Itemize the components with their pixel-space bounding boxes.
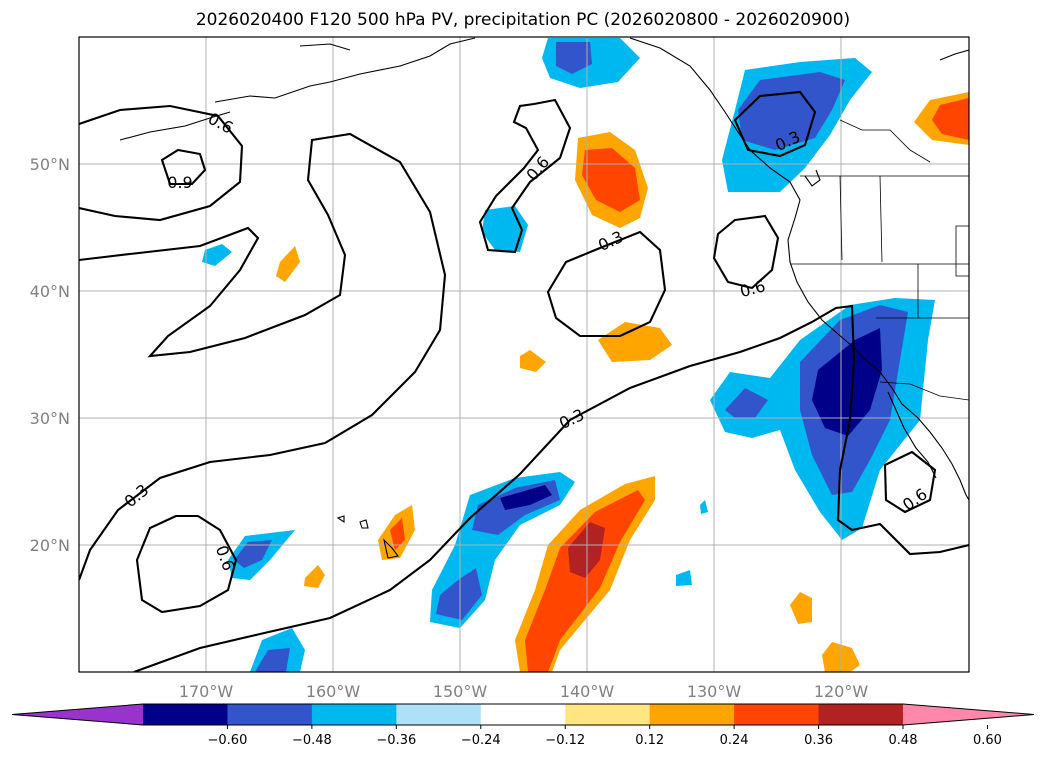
- colorbar-tick-label: −0.36: [376, 733, 416, 748]
- precip-pos-small3: [304, 565, 325, 588]
- colorbar-segment: [734, 704, 820, 725]
- precip-pos-central: [598, 322, 672, 362]
- colorbar-tick-label: 0.36: [804, 733, 833, 748]
- chart-title: 2026020400 F120 500 hPa PV, precipitatio…: [196, 10, 850, 30]
- precip-pos-small4: [790, 592, 812, 624]
- precip-pos-small1: [276, 246, 300, 282]
- graticule: [79, 37, 969, 672]
- precip-pos-canada-east-core: [932, 98, 969, 140]
- precip-neg-subtropic-band-core: [500, 485, 552, 510]
- colorbar-tick-label: −0.48: [292, 733, 332, 748]
- precip-pos-small2: [520, 350, 546, 372]
- x-tick-label: 140°W: [560, 682, 615, 701]
- colorbar-tick-label: −0.12: [545, 733, 585, 748]
- map-panel: 0.6 0.9 0.3 0.6 0.3 0.6 0.3 0.3 0.6 0.6: [78, 36, 970, 673]
- precip-neg-small5: [700, 500, 708, 514]
- colorbar-tick-label: 0.48: [889, 733, 918, 748]
- precip-shading: [202, 38, 969, 672]
- pv-contour-0.3-central: [546, 230, 667, 338]
- map-frame: [78, 36, 970, 673]
- precip-pos-hawaii-core: [390, 518, 405, 550]
- precip-pos-subtropic-band-red: [525, 490, 645, 672]
- colorbar-segment: [565, 704, 651, 725]
- precip-neg-small4: [676, 570, 692, 586]
- pv-contour-0.9: [160, 148, 207, 186]
- pv-contour-0.3-main: [133, 304, 969, 672]
- precip-neg-alaska-gulf-core: [556, 42, 592, 74]
- colorbar-outline: [11, 703, 1035, 726]
- pv-contour-0.6-ne: [712, 214, 780, 290]
- precip-neg-calif-core: [812, 328, 882, 436]
- precip-neg-calif-mid: [725, 388, 768, 418]
- colorbar-extend-max: [903, 704, 1034, 725]
- colorbar-segment: [396, 704, 482, 725]
- colorbar-segment: [311, 704, 397, 725]
- political-borders: [790, 119, 969, 401]
- precip-neg-small1: [202, 244, 232, 266]
- x-tick-label: 170°W: [179, 682, 234, 701]
- precip-neg-pnw-core: [738, 72, 845, 150]
- x-tick-label: 130°W: [687, 682, 742, 701]
- x-tick-label: 160°W: [306, 682, 361, 701]
- y-tick-label: 50°N: [30, 155, 70, 174]
- x-tick-label: 150°W: [433, 682, 488, 701]
- colorbar-tick-label: 0.60: [973, 733, 1002, 748]
- pv-contour-0.6-gulf: [478, 98, 572, 254]
- y-tick-label: 20°N: [30, 536, 70, 555]
- y-axis-labels: 20°N 30°N 40°N 50°N: [30, 155, 70, 555]
- precip-neg-subtropic-band-low: [436, 568, 482, 620]
- y-tick-label: 40°N: [30, 282, 70, 301]
- colorbar-segment: [143, 704, 228, 725]
- pv-contour-0.6-south: [135, 514, 238, 614]
- x-axis-labels: 170°W 160°W 150°W 140°W 130°W 120°W: [179, 682, 869, 701]
- pv-contours: [79, 90, 969, 672]
- x-tick-label: 120°W: [814, 682, 869, 701]
- precip-neg-west-subtropic-core: [234, 540, 272, 568]
- colorbar-segment: [227, 704, 313, 725]
- y-tick-label: 30°N: [30, 409, 70, 428]
- contour-label: 0.9: [167, 173, 192, 192]
- colorbar-tick-label: −0.24: [461, 733, 501, 748]
- colorbar: −0.60 −0.48 −0.36 −0.24 −0.12 0.12 0.24 0.36 0.4…: [11, 703, 1035, 748]
- pv-contour-0.6-west-lobe: [79, 132, 447, 581]
- colorbar-segment: [818, 704, 904, 725]
- precip-neg-southwest-core: [255, 648, 290, 672]
- colorbar-segment: [480, 704, 566, 725]
- colorbar-segment: [649, 704, 735, 725]
- colorbar-extend-min: [12, 704, 143, 725]
- colorbar-tick-label: 0.12: [635, 733, 664, 748]
- pv-contour-0.6-baja: [883, 450, 937, 514]
- pv-contour-0.3-pnw: [733, 90, 817, 158]
- colorbar-tick-label: 0.24: [720, 733, 749, 748]
- pv-contour-0.6-north: [79, 104, 244, 222]
- colorbar-tick-label: −0.60: [208, 733, 248, 748]
